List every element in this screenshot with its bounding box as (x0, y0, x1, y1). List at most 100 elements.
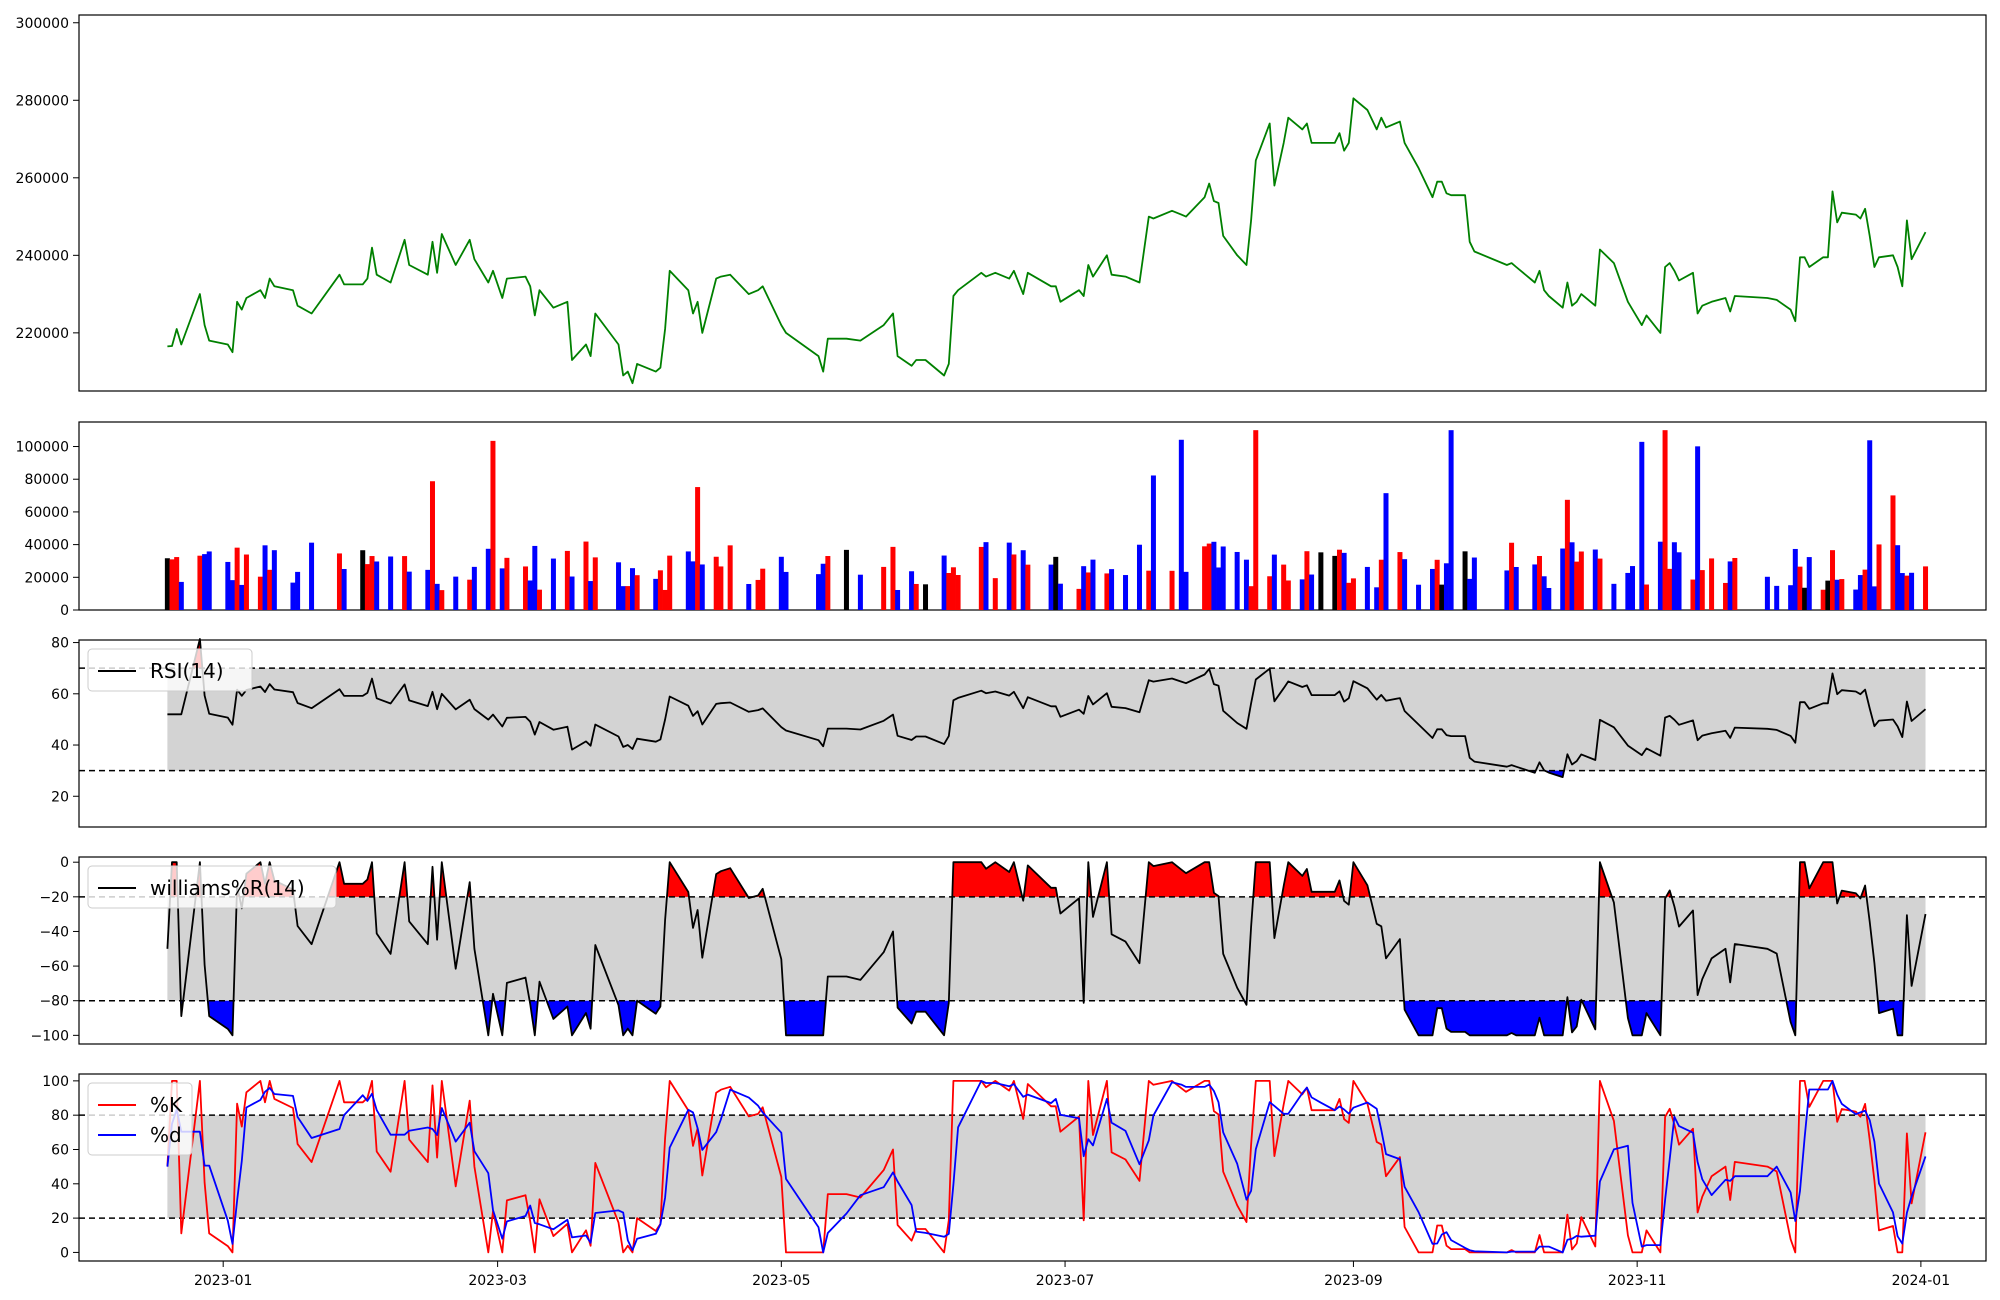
volume-bar (434, 583, 440, 610)
volume-bar (1904, 575, 1910, 610)
legend-box-rsi (87, 648, 253, 692)
volume-bar (727, 545, 733, 610)
volume-bar (406, 571, 412, 610)
volume-bar (504, 557, 510, 610)
volume-bar (164, 558, 170, 610)
volume-bar (1676, 552, 1682, 610)
volume-bar (1462, 551, 1468, 610)
volume-bar (816, 574, 822, 610)
volume-bar (271, 550, 277, 610)
volume-bar (1048, 564, 1054, 610)
volume-bar (1541, 576, 1547, 610)
volume-bar (1853, 589, 1859, 610)
ytick-label-williams: 0 (60, 855, 69, 871)
legend-box-williams (87, 865, 337, 909)
legend-label-stoch: %d (150, 1123, 182, 1147)
volume-bar (820, 563, 826, 610)
volume-bar (1871, 586, 1877, 610)
volume-bar (1220, 546, 1226, 610)
volume-bar (550, 558, 556, 610)
ytick-label-volume: 100000 (16, 440, 69, 456)
volume-bar (178, 581, 184, 610)
ytick-label-stoch: 60 (51, 1142, 69, 1158)
volume-bar (1304, 551, 1310, 610)
volume-bar (1123, 575, 1129, 610)
volume-bar (1788, 585, 1794, 610)
volume-bar (616, 562, 622, 610)
volume-bar (1923, 566, 1929, 610)
volume-bar (1378, 559, 1384, 610)
volume-bar (923, 584, 929, 610)
volume-bar (699, 564, 705, 610)
volume-bar (657, 570, 663, 610)
williams-overbought-area (1253, 862, 1272, 897)
volume-bar (1364, 566, 1370, 610)
volume-bar (234, 547, 240, 610)
volume-bar (1764, 576, 1770, 610)
volume-bar (1443, 563, 1449, 610)
williams-oversold-area (897, 1000, 949, 1036)
volume-bar (369, 556, 375, 610)
volume-bar (1011, 554, 1017, 610)
volume-bar (634, 575, 640, 610)
ytick-label-price: 240000 (16, 248, 69, 264)
volume-bar (206, 551, 212, 610)
ytick-label-stoch: 80 (51, 1108, 69, 1124)
volume-bar (1643, 584, 1649, 610)
volume-bar (1346, 582, 1352, 610)
volume-bar (1318, 552, 1324, 610)
ytick-label-williams: −40 (39, 924, 69, 940)
volume-bar (309, 542, 315, 610)
volume-bar (1774, 585, 1780, 610)
volume-bar (1397, 552, 1403, 610)
volume-bar (527, 580, 533, 610)
volume-bar (1895, 545, 1901, 610)
volume-bar (592, 557, 598, 610)
volume-bar (1546, 587, 1552, 610)
volume-bar (569, 576, 575, 610)
volume-bar (1639, 441, 1645, 610)
volume-bar (364, 564, 370, 610)
volume-bar (453, 576, 459, 610)
ytick-label-stoch: 100 (42, 1074, 69, 1090)
volume-bar (1667, 568, 1673, 610)
volume-bar (1657, 541, 1663, 610)
volume-bar (1699, 570, 1705, 610)
plot-frame-stoch (78, 1073, 1987, 1262)
volume-bar (523, 566, 529, 610)
band-rsi (167, 668, 1926, 771)
volume-bar (667, 555, 673, 610)
volume-bar (341, 568, 347, 610)
williams-overbought-area (327, 862, 375, 897)
ytick-label-price: 220000 (16, 326, 69, 342)
volume-bar (471, 566, 477, 610)
legend-box-stoch (87, 1082, 193, 1156)
volume-bar (1592, 549, 1598, 610)
volume-bar (629, 568, 635, 610)
volume-bar (336, 553, 342, 610)
volume-bar (685, 551, 691, 610)
volume-bar (239, 584, 245, 610)
ytick-label-williams: −20 (39, 890, 69, 906)
volume-bar (1630, 566, 1636, 610)
volume-bar (1183, 571, 1189, 610)
plot-frame-volume (78, 421, 1987, 611)
volume-bar (374, 561, 380, 610)
ytick-label-rsi: 40 (51, 738, 69, 754)
volume-bar (992, 578, 998, 610)
volume-bar (825, 556, 831, 610)
volume-bar (1439, 584, 1445, 610)
volume-bar (290, 582, 296, 610)
williams-overbought-area (1839, 890, 1860, 897)
volume-bar (1611, 583, 1617, 610)
volume-bar (1899, 573, 1905, 610)
xtick-label: 2024-01 (1892, 1273, 1951, 1289)
volume-bar (950, 567, 956, 610)
ytick-label-price: 280000 (16, 93, 69, 109)
ytick-label-volume: 40000 (24, 538, 69, 554)
volume-bar (1509, 542, 1515, 610)
xtick-label: 2023-03 (468, 1273, 527, 1289)
volume-bar (1053, 556, 1059, 610)
volume-bar (1909, 572, 1915, 610)
